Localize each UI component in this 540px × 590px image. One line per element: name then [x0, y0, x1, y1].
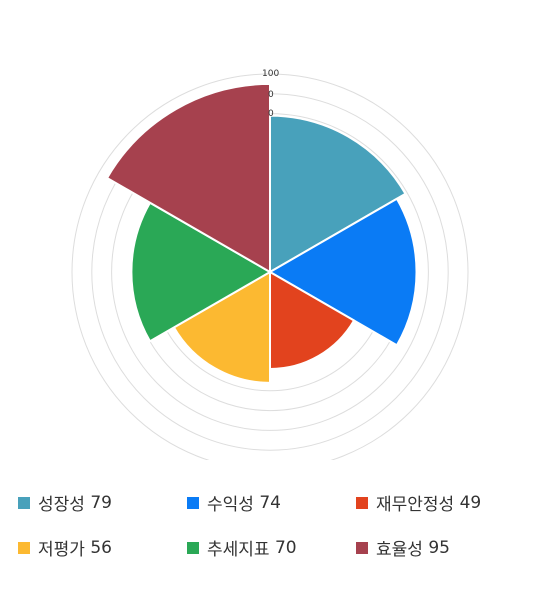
legend-value: 79 [90, 492, 112, 513]
chart-slices [105, 82, 418, 384]
slice-효율성[interactable] [105, 82, 271, 274]
legend-label: 추세지표 [207, 540, 270, 560]
tick-label-a: 0 [268, 90, 274, 100]
legend-item-growth[interactable]: 성장성 79 [18, 490, 112, 515]
legend-item-undervalued[interactable]: 저평가 56 [18, 535, 112, 560]
legend-item-stability[interactable]: 재무안정성 49 [356, 490, 481, 515]
slice-재무안정성[interactable] [269, 270, 356, 371]
legend-item-profitability[interactable]: 수익성 74 [187, 490, 281, 515]
grid-ring-0 [71, 73, 469, 460]
slice-저평가[interactable] [172, 270, 271, 384]
polar-area-chart: 100 0 0 [71, 69, 469, 460]
slice-성장성[interactable] [269, 114, 407, 274]
legend-swatch [187, 496, 199, 509]
legend-swatch [18, 541, 30, 554]
legend-item-efficiency[interactable]: 효율성 95 [356, 535, 450, 560]
legend-swatch [18, 496, 30, 509]
legend-value: 70 [274, 537, 297, 558]
legend-label: 수익성 [207, 495, 254, 515]
legend-label: 효율성 [376, 540, 423, 560]
legend-value: 56 [90, 537, 112, 558]
legend-value: 74 [259, 492, 281, 513]
legend-swatch [356, 496, 368, 509]
tick-label-100: 100 [262, 69, 279, 79]
legend-swatch [356, 541, 368, 554]
legend-item-trend[interactable]: 추세지표 70 [187, 535, 297, 560]
legend-label: 재무안정성 [376, 495, 455, 515]
slice-추세지표[interactable] [130, 201, 272, 343]
legend-swatch [187, 541, 199, 554]
legend-value: 95 [428, 537, 450, 558]
legend-label: 성장성 [38, 495, 85, 515]
tick-label-b: 0 [268, 109, 274, 119]
slice-수익성[interactable] [268, 197, 418, 347]
legend-label: 저평가 [38, 540, 85, 560]
legend-value: 49 [459, 492, 482, 513]
chart-tick-labels: 100 0 0 [262, 69, 279, 119]
